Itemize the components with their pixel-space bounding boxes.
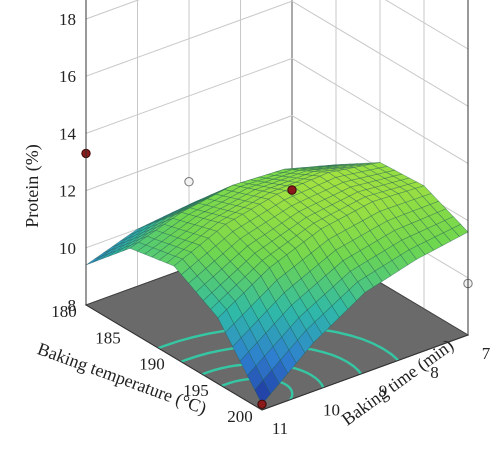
frame-edge — [261, 334, 469, 411]
design-point — [257, 399, 267, 409]
x-tick-label: 200 — [227, 407, 253, 426]
z-tick-label: 18 — [59, 10, 76, 29]
front-frame — [85, 0, 469, 411]
y-tick-label: 8 — [430, 363, 439, 382]
z-gridline — [85, 0, 469, 50]
x-tick-label: 195 — [183, 381, 209, 400]
z-tick-label: 8 — [68, 296, 77, 315]
x-tick-label: 180 — [51, 302, 77, 321]
y-tick-label: 10 — [323, 400, 340, 419]
z-gridline — [85, 57, 469, 164]
y-tick-label: 11 — [272, 419, 288, 438]
contour-line — [205, 377, 294, 410]
z-gridline — [85, 0, 469, 107]
y-tick-label: 7 — [482, 344, 491, 363]
x-tick-label: 190 — [139, 355, 165, 374]
design-point — [184, 177, 194, 187]
response-surface — [85, 162, 469, 405]
y-tick-label: 9 — [379, 382, 388, 401]
z-axis-title: Protein (%) — [22, 144, 43, 227]
z-tick-label: 16 — [59, 67, 76, 86]
z-tick-label: 12 — [59, 182, 76, 201]
z-tick-label: 10 — [59, 239, 76, 258]
frame-edge — [85, 304, 263, 411]
x-tick-label: 185 — [95, 328, 121, 347]
z-tick-label: 14 — [59, 124, 77, 143]
tick-labels: 81012141618201801851901952007891011 — [51, 10, 491, 438]
design-point — [287, 185, 297, 195]
